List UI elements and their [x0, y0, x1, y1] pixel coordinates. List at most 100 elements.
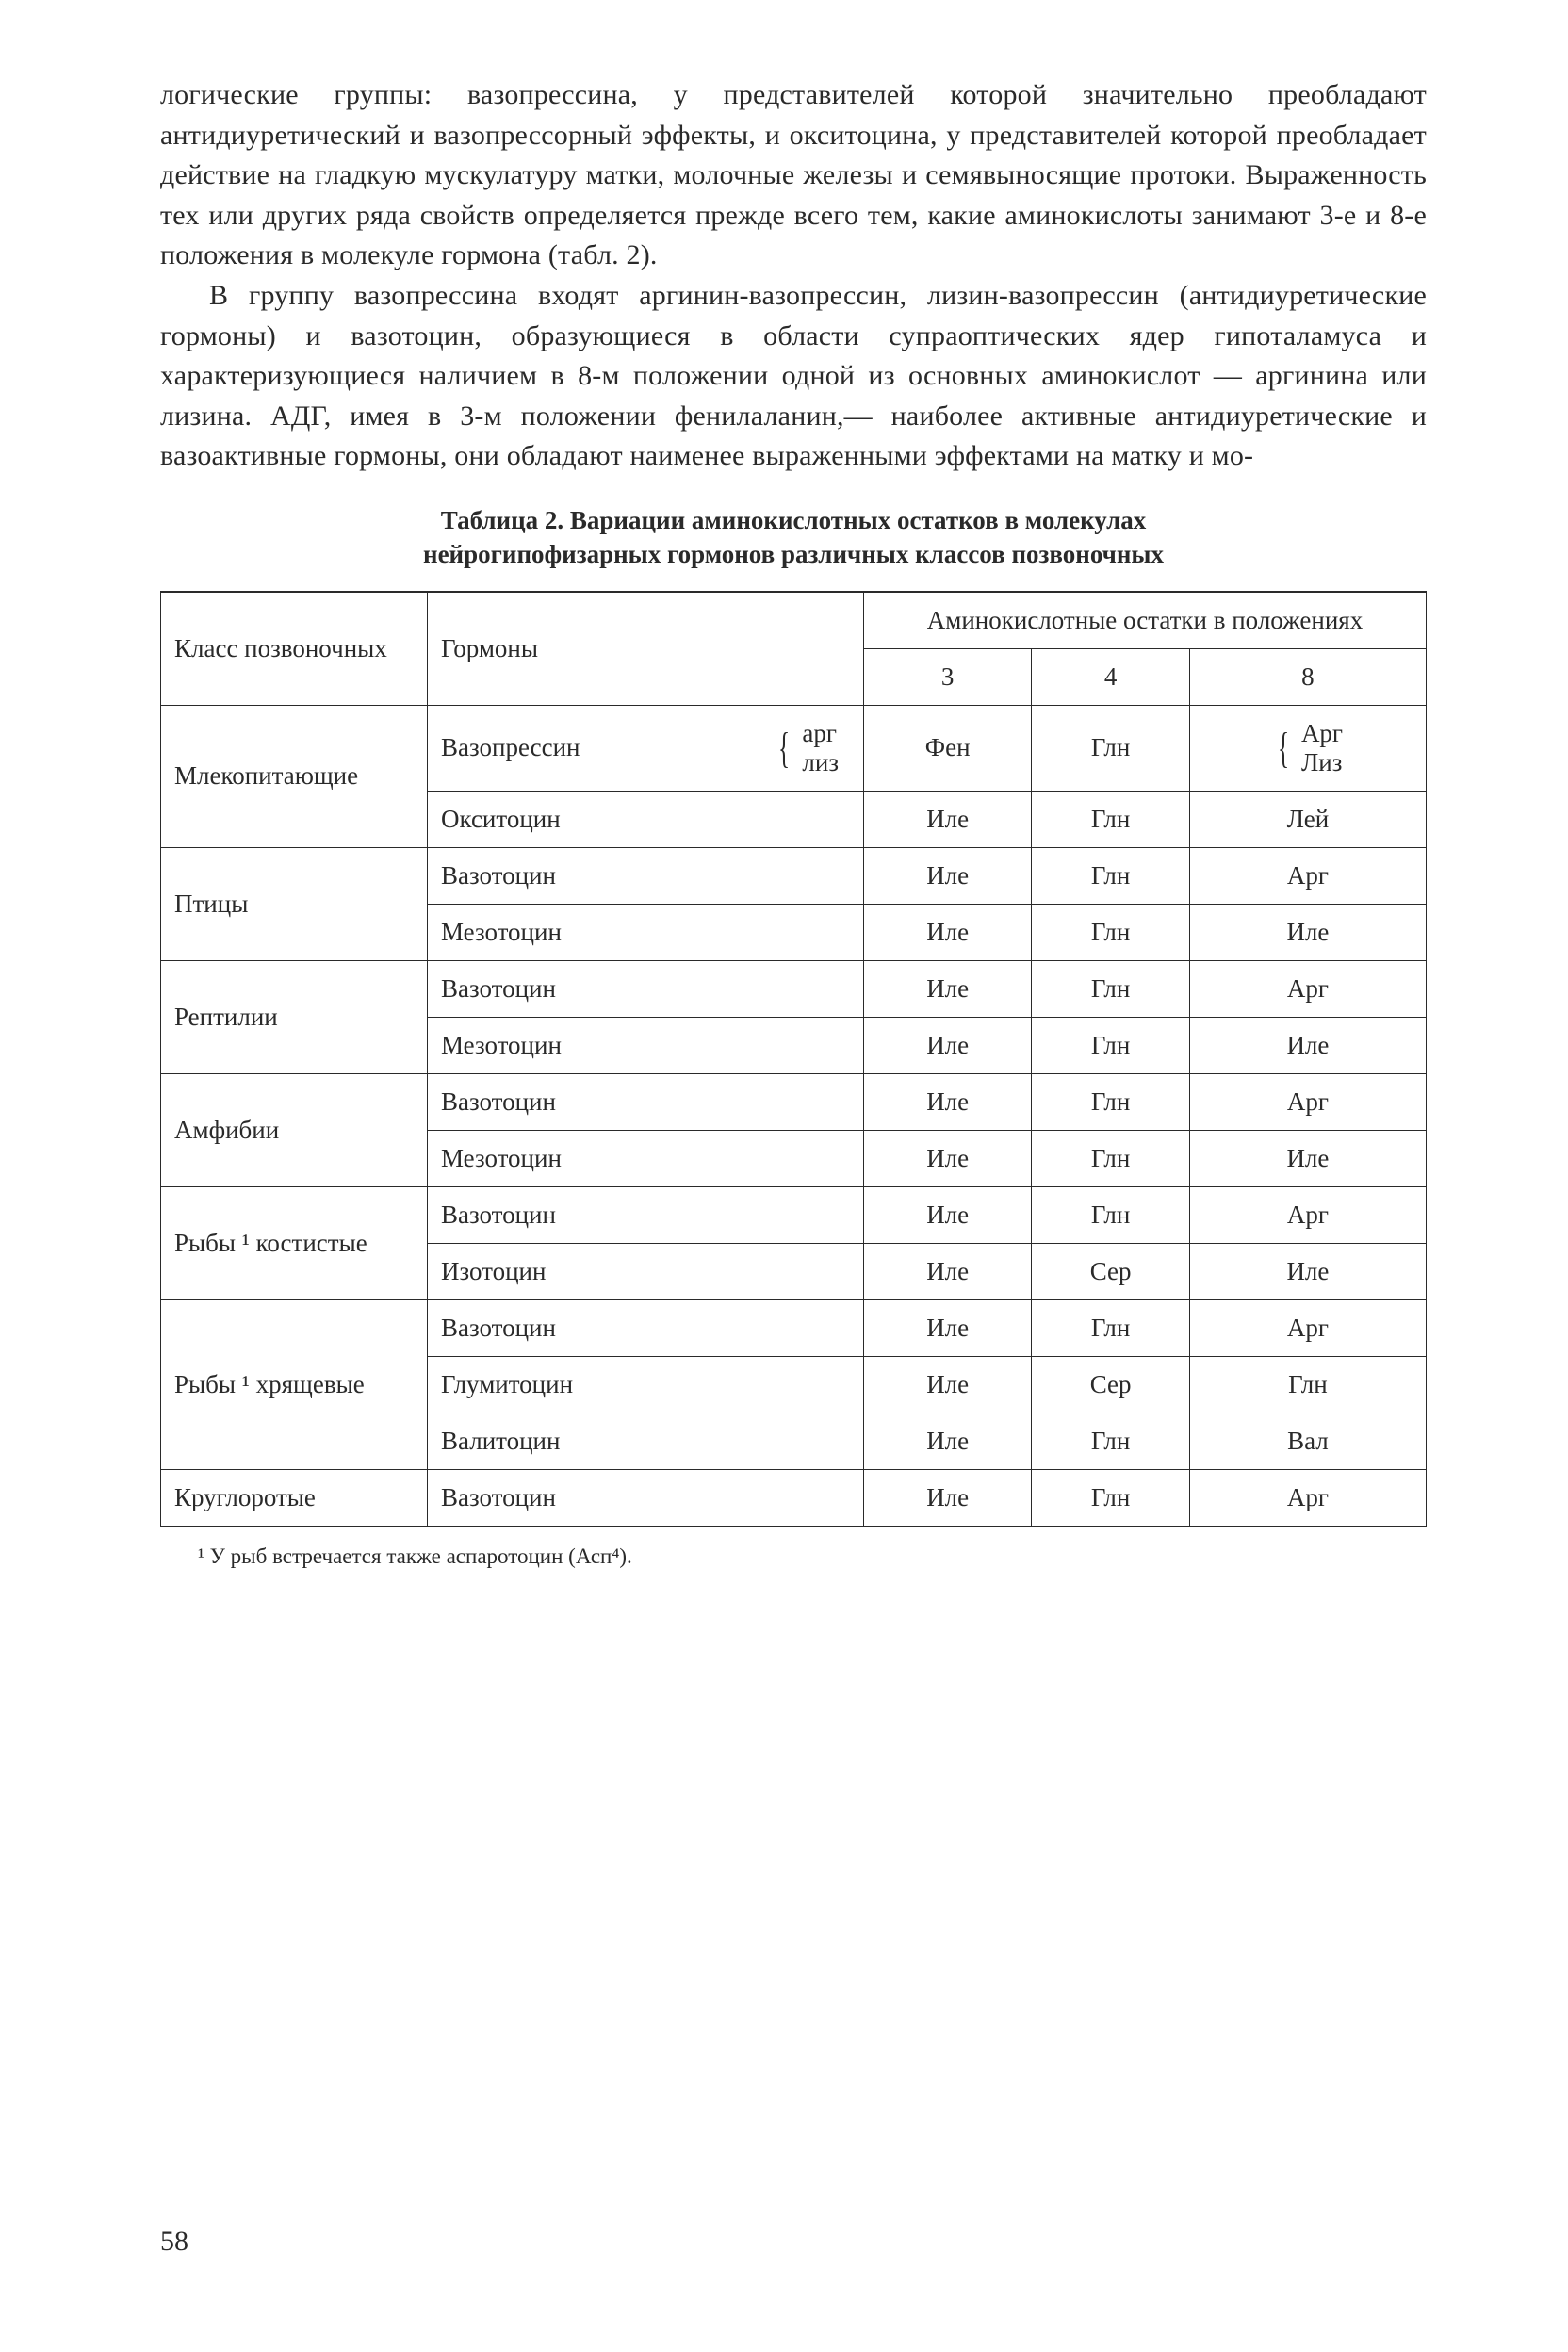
- hormone-cell: Вазотоцин: [428, 1469, 864, 1527]
- hormone-cell: Валитоцин: [428, 1413, 864, 1469]
- hormone-cell: Глумитоцин: [428, 1356, 864, 1413]
- table-row: КруглоротыеВазотоцинИлеГлнАрг: [161, 1469, 1427, 1527]
- p8-cell: Иле: [1189, 1243, 1426, 1299]
- table-row: АмфибииВазотоцинИлеГлнАрг: [161, 1073, 1427, 1130]
- brace-item: Лиз: [1301, 748, 1343, 777]
- p3-cell: Иле: [864, 1017, 1032, 1073]
- p4-cell: Глн: [1032, 705, 1190, 791]
- p3-cell: Иле: [864, 847, 1032, 904]
- p4-cell: Глн: [1032, 1186, 1190, 1243]
- p4-cell: Глн: [1032, 904, 1190, 960]
- class-cell: Птицы: [161, 847, 428, 960]
- col-header-hormones: Гормоны: [428, 592, 864, 706]
- col-header-class: Класс позвоночных: [161, 592, 428, 706]
- p3-cell: Иле: [864, 1299, 1032, 1356]
- p8-cell: Арг: [1189, 1186, 1426, 1243]
- p8-cell: Арг: [1189, 1299, 1426, 1356]
- p8-cell: Арг: [1189, 847, 1426, 904]
- p3-cell: Иле: [864, 904, 1032, 960]
- hormone-table: Класс позвоночных Гормоны Аминокислотные…: [160, 591, 1427, 1527]
- brace-item: Арг: [1301, 719, 1343, 748]
- table-row: ПтицыВазотоцинИлеГлнАрг: [161, 847, 1427, 904]
- hormone-cell: Мезотоцин: [428, 1017, 864, 1073]
- paragraph-2: В группу вазопрессина входят аргинин-ваз…: [160, 276, 1427, 477]
- p8-cell: Арг: [1189, 1073, 1426, 1130]
- p3-cell: Иле: [864, 1130, 1032, 1186]
- p8-cell: Глн: [1189, 1356, 1426, 1413]
- p3-cell: Иле: [864, 1413, 1032, 1469]
- p4-cell: Глн: [1032, 847, 1190, 904]
- brace-item: лиз: [802, 748, 839, 777]
- col-header-positions-group: Аминокислотные остатки в положениях: [864, 592, 1427, 649]
- p8-brace: { АргЛиз: [1273, 719, 1343, 777]
- col-header-p4: 4: [1032, 648, 1190, 705]
- class-cell: Рептилии: [161, 960, 428, 1073]
- p8-cell: Иле: [1189, 904, 1426, 960]
- paragraph-1: логические группы: вазопрессина, у предс…: [160, 75, 1427, 276]
- p8-cell: Лей: [1189, 791, 1426, 847]
- hormone-cell: Вазотоцин: [428, 1073, 864, 1130]
- p8-cell: Арг: [1189, 1469, 1426, 1527]
- table-row: Рыбы ¹ хряще­выеВазотоцинИлеГлнАрг: [161, 1299, 1427, 1356]
- p4-cell: Глн: [1032, 1017, 1190, 1073]
- table-body: Млекопитаю­щиеВазопрессин{арглизФенГлн{А…: [161, 705, 1427, 1527]
- p3-cell: Иле: [864, 1469, 1032, 1527]
- p8-cell: Иле: [1189, 1130, 1426, 1186]
- table-header-row-1: Класс позвоночных Гормоны Аминокислотные…: [161, 592, 1427, 649]
- hormone-cell: Вазотоцин: [428, 1186, 864, 1243]
- p3-cell: Иле: [864, 1243, 1032, 1299]
- table-title-line-2: нейрогипофизарных гормонов различных кла…: [423, 540, 1164, 568]
- table-footnote: ¹ У рыб встречается также аспаротоцин (А…: [160, 1544, 1427, 1569]
- hormone-cell: Вазотоцин: [428, 960, 864, 1017]
- hormone-cell: Изотоцин: [428, 1243, 864, 1299]
- scanned-page: логические группы: вазопрессина, у предс…: [0, 0, 1568, 2352]
- table-title: Таблица 2. Вариации аминокислотных остат…: [160, 503, 1427, 572]
- table-row: Млекопитаю­щиеВазопрессин{арглизФенГлн{А…: [161, 705, 1427, 791]
- hormone-cell: Вазопрессин { арглиз: [428, 705, 864, 791]
- p3-cell: Иле: [864, 960, 1032, 1017]
- table-title-line-1: Таблица 2. Вариации аминокислотных остат…: [441, 506, 1147, 534]
- col-header-p3: 3: [864, 648, 1032, 705]
- p8-cell: { АргЛиз: [1189, 705, 1426, 791]
- brace-stack: АргЛиз: [1301, 719, 1343, 777]
- table-row: Рыбы ¹ кости­стыеВазотоцинИлеГлнАрг: [161, 1186, 1427, 1243]
- p4-cell: Глн: [1032, 960, 1190, 1017]
- p3-cell: Фен: [864, 705, 1032, 791]
- p4-cell: Глн: [1032, 1130, 1190, 1186]
- brace-stack: арглиз: [802, 719, 839, 777]
- class-cell: Млекопитаю­щие: [161, 705, 428, 847]
- hormone-name: Вазопрессин: [441, 733, 580, 762]
- table-row: РептилииВазотоцинИлеГлнАрг: [161, 960, 1427, 1017]
- class-cell: Рыбы ¹ кости­стые: [161, 1186, 428, 1299]
- p8-cell: Иле: [1189, 1017, 1426, 1073]
- p4-cell: Глн: [1032, 791, 1190, 847]
- brace-icon: {: [1278, 735, 1289, 761]
- p4-cell: Сер: [1032, 1356, 1190, 1413]
- hormone-cell: Мезотоцин: [428, 904, 864, 960]
- hormone-cell: Вазотоцин: [428, 847, 864, 904]
- p3-cell: Иле: [864, 791, 1032, 847]
- hormone-cell: Окситоцин: [428, 791, 864, 847]
- p4-cell: Глн: [1032, 1073, 1190, 1130]
- hormone-cell: Мезотоцин: [428, 1130, 864, 1186]
- p3-cell: Иле: [864, 1186, 1032, 1243]
- p8-cell: Арг: [1189, 960, 1426, 1017]
- p3-cell: Иле: [864, 1073, 1032, 1130]
- brace-icon: {: [778, 735, 790, 761]
- page-number: 58: [160, 2226, 188, 2258]
- col-header-p8: 8: [1189, 648, 1426, 705]
- p4-cell: Глн: [1032, 1413, 1190, 1469]
- brace-item: арг: [802, 719, 839, 748]
- hormone-brace: { арглиз: [774, 719, 839, 777]
- p4-cell: Глн: [1032, 1299, 1190, 1356]
- body-text-block: логические группы: вазопрессина, у предс…: [160, 75, 1427, 477]
- p4-cell: Глн: [1032, 1469, 1190, 1527]
- class-cell: Амфибии: [161, 1073, 428, 1186]
- p4-cell: Сер: [1032, 1243, 1190, 1299]
- p8-cell: Вал: [1189, 1413, 1426, 1469]
- hormone-cell: Вазотоцин: [428, 1299, 864, 1356]
- class-cell: Рыбы ¹ хряще­вые: [161, 1299, 428, 1469]
- table-head: Класс позвоночных Гормоны Аминокислотные…: [161, 592, 1427, 706]
- class-cell: Круглоротые: [161, 1469, 428, 1527]
- p3-cell: Иле: [864, 1356, 1032, 1413]
